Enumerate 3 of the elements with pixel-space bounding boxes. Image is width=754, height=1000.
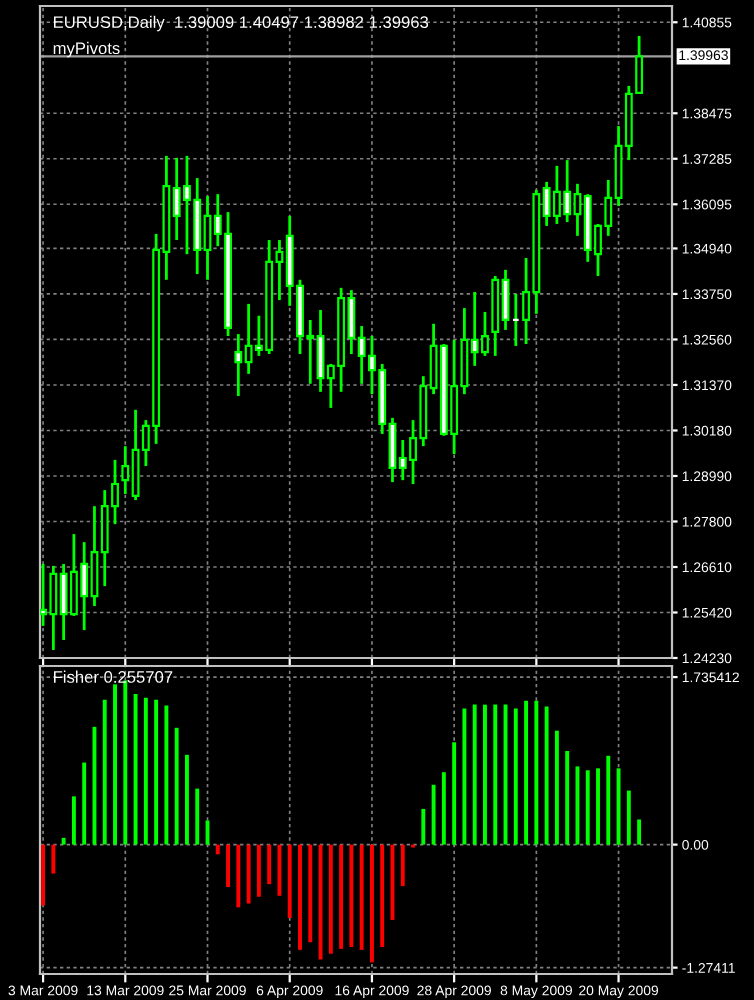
- chart-title: Fisher 0.255707: [54, 670, 173, 683]
- text: EURUSD,Daily 1.39009 1.40497 1.38982 1.39963: [54, 15, 429, 32]
- text: myPivots: [53, 41, 120, 58]
